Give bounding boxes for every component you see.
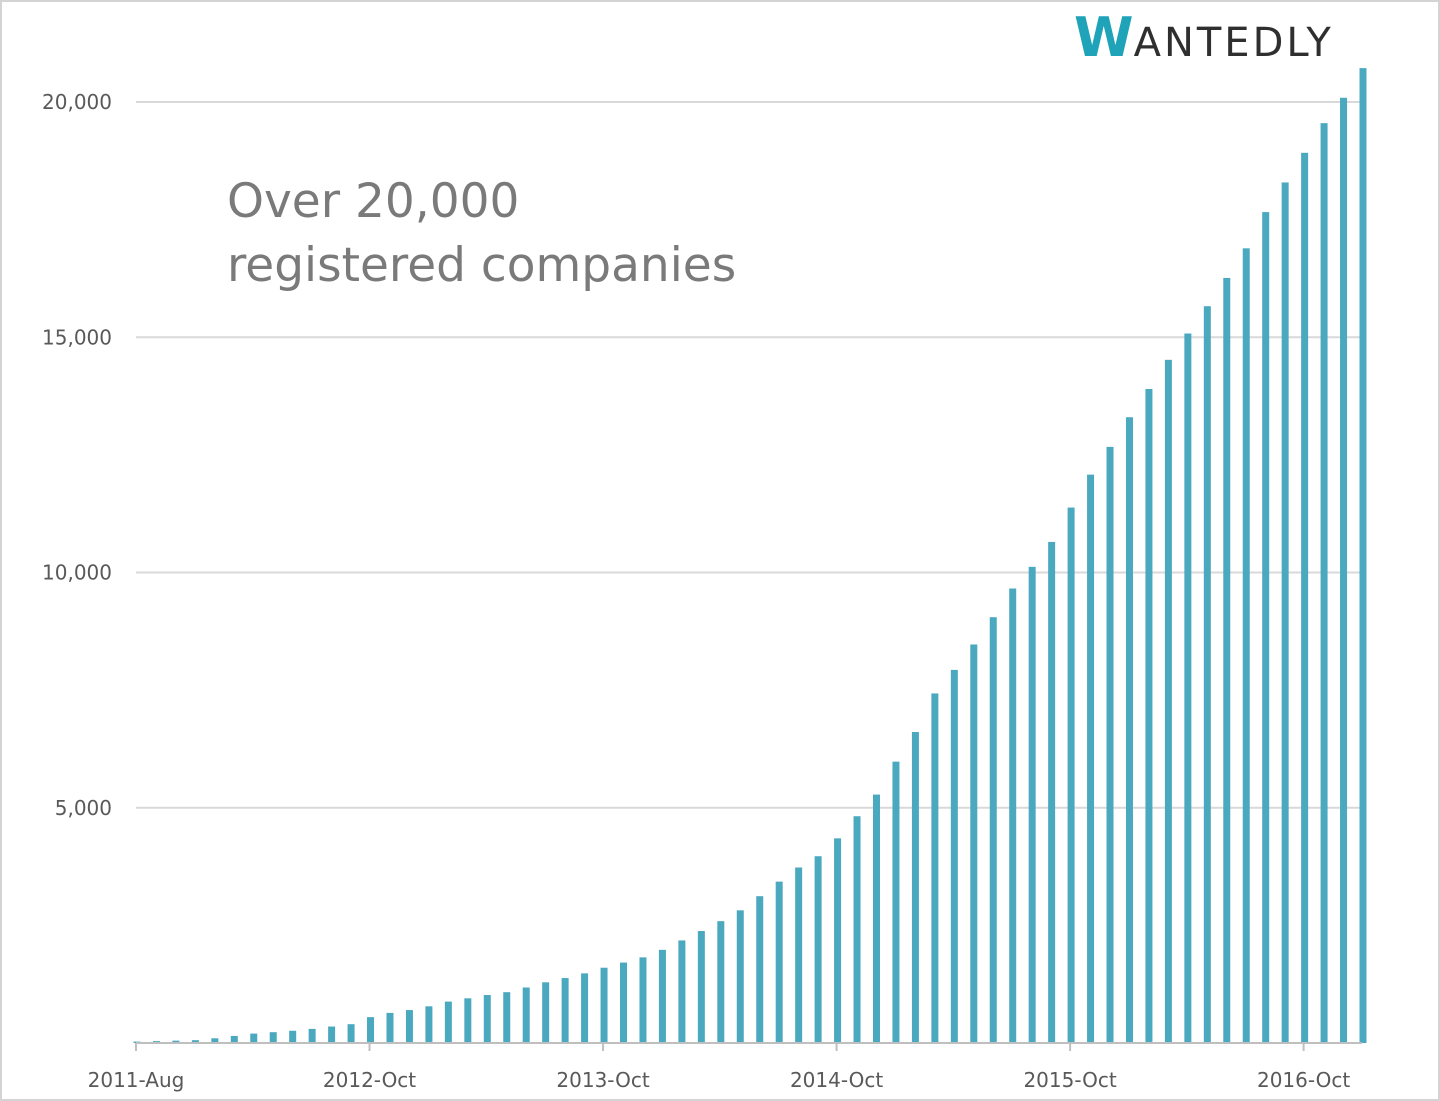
bar [639,957,647,1043]
bar [1087,474,1095,1043]
bar [853,816,861,1043]
bar [931,693,939,1043]
bar [620,962,628,1043]
x-tick-label: 2012-Oct [323,1068,416,1092]
bar [1048,541,1056,1043]
bar [1125,417,1133,1043]
bar [211,1038,219,1043]
x-axis-ticks: 2011-Aug 2012-Oct 2013-Oct 2014-Oct 2015-Oct… [88,1068,1351,1092]
bar [1359,68,1367,1043]
logo-rest: ANTEDLY [1134,20,1334,66]
x-tick-label: 2011-Aug [88,1068,185,1092]
bar [1262,212,1270,1044]
bar [892,761,900,1043]
x-tick-label: 2014-Oct [790,1068,883,1092]
bar [289,1030,297,1043]
y-tick-label: 20,000 [42,90,112,114]
x-tick-label: 2013-Oct [556,1068,649,1092]
x-axis [135,1042,1362,1051]
bar [1203,306,1211,1043]
bar [795,867,803,1043]
bar [736,910,744,1043]
bar [367,1017,375,1043]
bar [1106,446,1114,1044]
bar [950,669,958,1043]
bar [717,921,725,1043]
bar [542,982,550,1043]
bar [600,967,608,1043]
bar [1281,182,1289,1043]
bar [230,1035,238,1043]
bar [172,1040,180,1043]
bar [347,1024,355,1043]
bar [834,838,842,1043]
bar [658,949,666,1043]
bar [250,1033,258,1043]
bar [464,998,472,1043]
gridlines [136,101,1362,809]
y-tick-label: 5,000 [55,796,112,820]
bar [503,992,511,1043]
bar [1028,566,1036,1043]
bar [328,1026,336,1043]
bar [308,1028,316,1043]
bar [191,1040,199,1043]
bar [1164,359,1172,1044]
bar [1184,333,1192,1044]
bar [1320,123,1328,1044]
x-tick-label: 2015-Oct [1023,1068,1116,1092]
bar [444,1001,452,1043]
bar [756,896,764,1043]
bar [483,995,491,1043]
bar [697,931,705,1043]
y-tick-label: 10,000 [42,561,112,585]
bar [1067,507,1075,1043]
bar [970,644,978,1043]
bar [386,1012,394,1043]
bar [1242,248,1250,1043]
bar [405,1010,413,1043]
bar [269,1032,277,1043]
bar [911,731,919,1043]
x-tick-label: 2016-Oct [1257,1068,1350,1092]
bar [1223,277,1231,1043]
logo-text: WANTEDLY [1074,6,1334,69]
logo-initial: W [1074,6,1134,69]
bar [872,794,880,1043]
y-axis-ticks: 5,000 10,000 15,000 20,000 [42,90,112,820]
bar [775,881,783,1043]
wantedly-logo: WANTEDLY [1074,6,1334,69]
bar [1009,588,1017,1043]
bar [814,856,822,1043]
bar [425,1006,433,1043]
bar [678,940,686,1043]
bar [989,617,997,1043]
bar [581,973,589,1043]
headline-line-1: Over 20,000 [227,174,519,229]
headline-line-2: registered companies [227,238,736,293]
bar [561,978,569,1043]
bar [1145,389,1153,1043]
bar [1301,152,1309,1044]
bar-series [133,68,1367,1044]
bar [522,987,530,1043]
bar [1340,97,1348,1043]
y-tick-label: 15,000 [42,325,112,349]
